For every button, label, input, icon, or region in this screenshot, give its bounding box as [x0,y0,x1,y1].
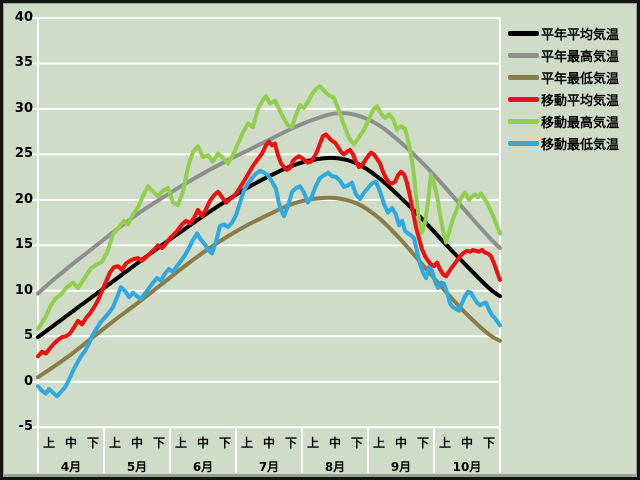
y-tick-label: 20 [14,192,33,207]
month-label: 5月 [126,460,148,474]
period-label: 上 [108,436,121,450]
period-label: 中 [262,436,275,450]
legend-label: 移動平均気温 [541,93,620,109]
period-label: 下 [350,436,363,450]
y-tick-label: 25 [14,146,33,161]
month-label: 7月 [258,460,280,474]
period-label: 上 [42,436,55,450]
period-label: 中 [64,436,77,450]
legend-item: 平年最高気温 [508,44,619,66]
month-label: 4月 [60,460,82,474]
month-label: 6月 [192,460,214,474]
period-label: 上 [438,436,451,450]
series-line-6 [36,168,502,399]
legend-item: 移動最低気温 [508,132,619,154]
legend-swatch [508,118,539,124]
period-label: 中 [394,436,407,450]
period-label: 下 [152,436,165,450]
series-line-5 [36,84,502,331]
period-label: 中 [460,436,473,450]
y-tick-label: 5 [23,328,33,343]
legend-swatch [508,96,539,102]
y-tick-label: 30 [14,101,33,116]
month-label: 8月 [324,460,346,474]
period-label: 中 [196,436,209,450]
month-label: 10月 [452,460,482,474]
period-label: 下 [482,436,495,450]
month-label: 9月 [390,460,412,474]
y-tick-label: 0 [23,374,33,389]
period-label: 下 [284,436,297,450]
plot-area [32,17,502,474]
period-label: 上 [372,436,385,450]
period-label: 上 [174,436,187,450]
legend-label: 平年平均気温 [541,27,620,43]
y-tick-label: 15 [14,237,33,252]
legend-swatch [508,30,539,36]
period-label: 中 [328,436,341,450]
y-tick-label: 40 [14,10,33,25]
legend-swatch [508,140,539,146]
period-label: 上 [306,436,319,450]
y-tick-label: -5 [18,419,33,434]
legend-swatch [508,74,539,80]
y-tick-label: 35 [14,55,33,70]
period-label: 上 [240,436,253,450]
legend-label: 平年最低気温 [541,71,620,87]
period-label: 下 [218,436,231,450]
legend-item: 平年最低気温 [508,66,619,88]
period-label: 下 [86,436,99,450]
legend-item: 平年平均気温 [508,22,619,44]
legend-item: 移動最高気温 [508,110,619,132]
legend-label: 移動最低気温 [541,137,620,153]
legend-item: 移動平均気温 [508,88,619,110]
y-tick-label: 10 [14,283,33,298]
period-label: 中 [130,436,143,450]
series-line-4 [36,132,502,359]
period-label: 下 [416,436,429,450]
legend-swatch [508,52,539,58]
legend-label: 移動最高気温 [541,115,620,131]
legend-label: 平年最高気温 [541,49,620,65]
legend: 平年平均気温 平年最高気温 平年最低気温 移動平均気温 移動最高気温 移動最低気温 [508,22,619,154]
